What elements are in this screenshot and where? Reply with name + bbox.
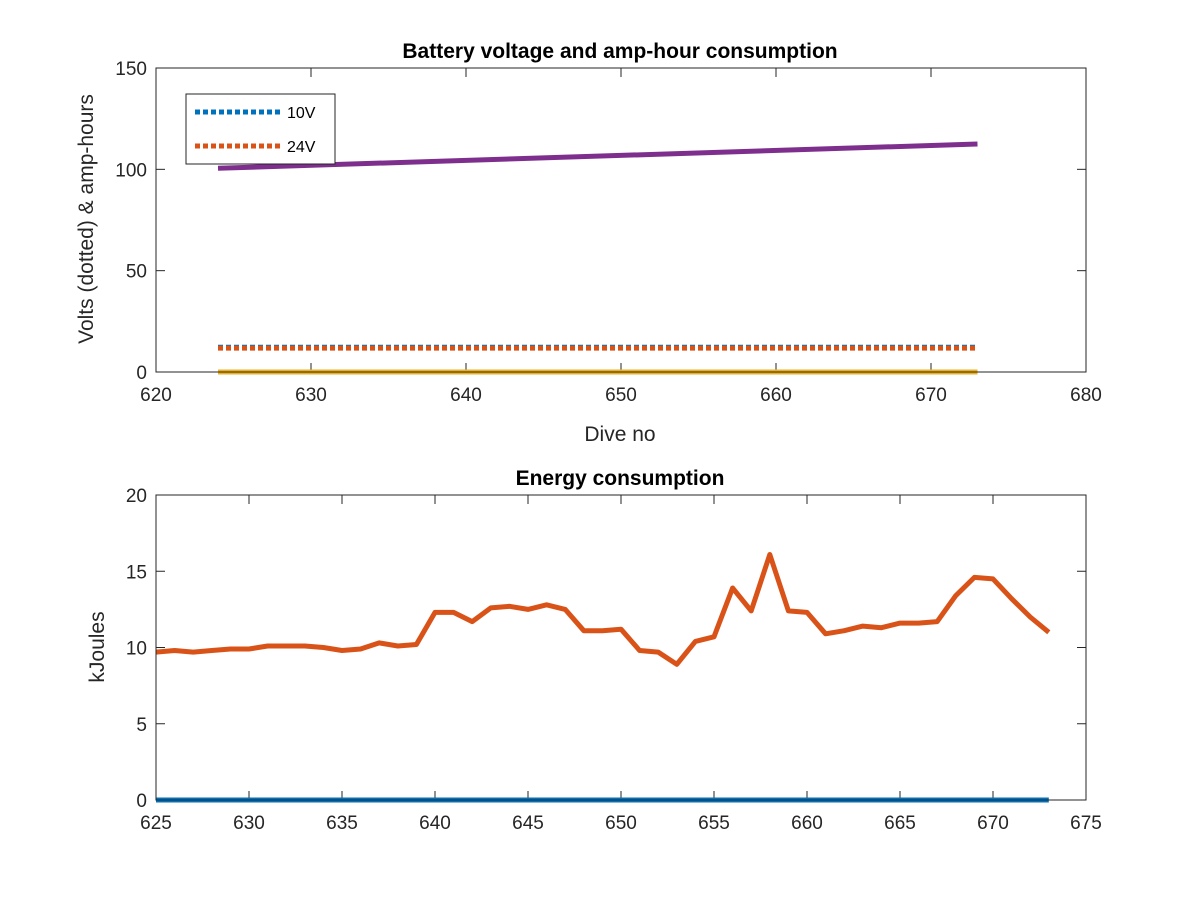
top-x-tick-label: 640 [450,385,482,406]
bottom-axis-ticks: 625 630 635 640 645 650 655 660 665 670 675 0 5 10 15 2… [126,486,1102,834]
bottom-y-tick-label: 10 [126,639,147,660]
top-x-tick-label: 660 [760,385,792,406]
bottom-y-tick-label: 20 [126,486,147,507]
bottom-x-tick-label: 655 [698,813,730,834]
top-y-axis-label: Volts (dotted) & amp-hours [75,94,98,344]
top-chart-title: Battery voltage and amp-hour consumption [402,40,837,63]
legend-label-24v: 24V [287,139,316,156]
top-y-tick-label: 0 [136,363,147,384]
top-series-group [217,141,978,375]
bottom-x-tick-label: 635 [326,813,358,834]
bottom-y-tick-label: 5 [136,715,147,736]
legend: 10V 24V [185,93,336,165]
bottom-x-tick-label: 660 [791,813,823,834]
top-y-tick-label: 100 [115,160,147,181]
bottom-x-tick-label: 630 [233,813,265,834]
top-x-tick-label: 630 [295,385,327,406]
bottom-y-axis-label: kJoules [86,611,109,682]
top-axis-ticks: 620 630 640 650 660 670 680 0 50 100 150 [115,59,1102,406]
bottom-x-tick-label: 645 [512,813,544,834]
top-x-tick-label: 670 [915,385,947,406]
bottom-y-tick-label: 15 [126,562,147,583]
bottom-x-tick-label: 650 [605,813,637,834]
bottom-series-line-1 [155,552,1051,667]
top-x-tick-label: 680 [1070,385,1102,406]
top-x-axis-label: Dive no [584,423,655,446]
bottom-y-tick-label: 0 [136,791,147,812]
bottom-x-tick-label: 675 [1070,813,1102,834]
bottom-chart-title: Energy consumption [516,467,725,490]
bottom-x-tick-label: 625 [140,813,172,834]
bottom-x-tick-label: 640 [419,813,451,834]
top-y-tick-label: 150 [115,59,147,80]
top-axes-box [155,67,1087,373]
top-y-tick-label: 50 [126,262,147,283]
legend-box [185,93,336,165]
bottom-x-tick-label: 665 [884,813,916,834]
top-subplot: Battery voltage and amp-hour consumption… [75,40,1102,446]
legend-label-10v: 10V [287,105,316,122]
bottom-series-group [155,552,1051,803]
bottom-axes-box [155,494,1087,801]
top-x-tick-label: 620 [140,385,172,406]
bottom-x-tick-label: 670 [977,813,1009,834]
top-x-tick-label: 650 [605,385,637,406]
top-series-line-3 [217,141,978,171]
bottom-subplot: Energy consumption kJoules 625 630 635 640 6… [86,467,1102,834]
